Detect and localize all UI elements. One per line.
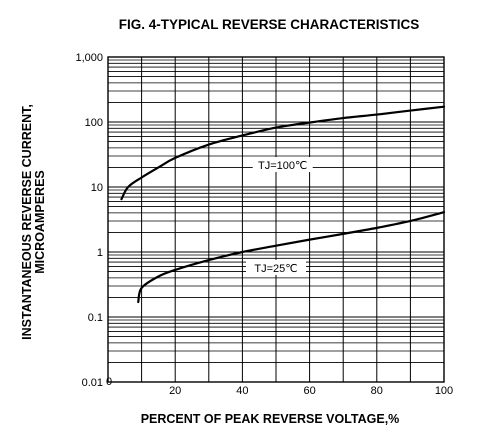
y-tick-label: 0.01 xyxy=(82,377,103,389)
x-axis-title: PERCENT OF PEAK REVERSE VOLTAGE,% xyxy=(141,412,400,426)
series-label-backdrop xyxy=(252,157,313,173)
y-axis-title-line2: MICROAMPERES xyxy=(33,170,47,273)
y-axis-title-group: INSTANTANEOUS REVERSE CURRENT, MICROAMPE… xyxy=(20,104,47,340)
plot-frame xyxy=(107,56,445,383)
x-tick-label: 100 xyxy=(435,385,453,397)
y-tick-label: 0.1 xyxy=(88,312,103,324)
series-label: TJ=100℃ xyxy=(258,160,307,172)
y-tick-label: 100 xyxy=(85,117,103,129)
x-tick-label: 0 xyxy=(106,376,112,388)
y-tick-label: 1 xyxy=(97,247,103,259)
y-axis-title-line1: INSTANTANEOUS REVERSE CURRENT, xyxy=(20,104,34,340)
x-tick-labels: 0 20 40 60 80 100 xyxy=(106,376,453,397)
x-tick-label: 60 xyxy=(303,385,315,397)
chart-title: FIG. 4-TYPICAL REVERSE CHARACTERISTICS xyxy=(119,17,420,32)
y-tick-label: 1,000 xyxy=(75,52,103,64)
series-label-backdrop xyxy=(246,259,306,275)
x-tick-label: 40 xyxy=(236,385,248,397)
y-tick-labels: 0.01 0.1 1 10 100 1,000 xyxy=(75,52,103,389)
series-line-tj100 xyxy=(120,105,446,201)
x-tick-label: 80 xyxy=(371,385,383,397)
y-tick-label: 10 xyxy=(91,182,103,194)
x-tick-label: 20 xyxy=(169,385,181,397)
series-group: TJ=100℃ TJ=25℃ xyxy=(120,105,446,304)
grid-lines xyxy=(108,57,444,382)
series-line-tj25 xyxy=(137,211,446,304)
series-label: TJ=25℃ xyxy=(254,263,297,275)
